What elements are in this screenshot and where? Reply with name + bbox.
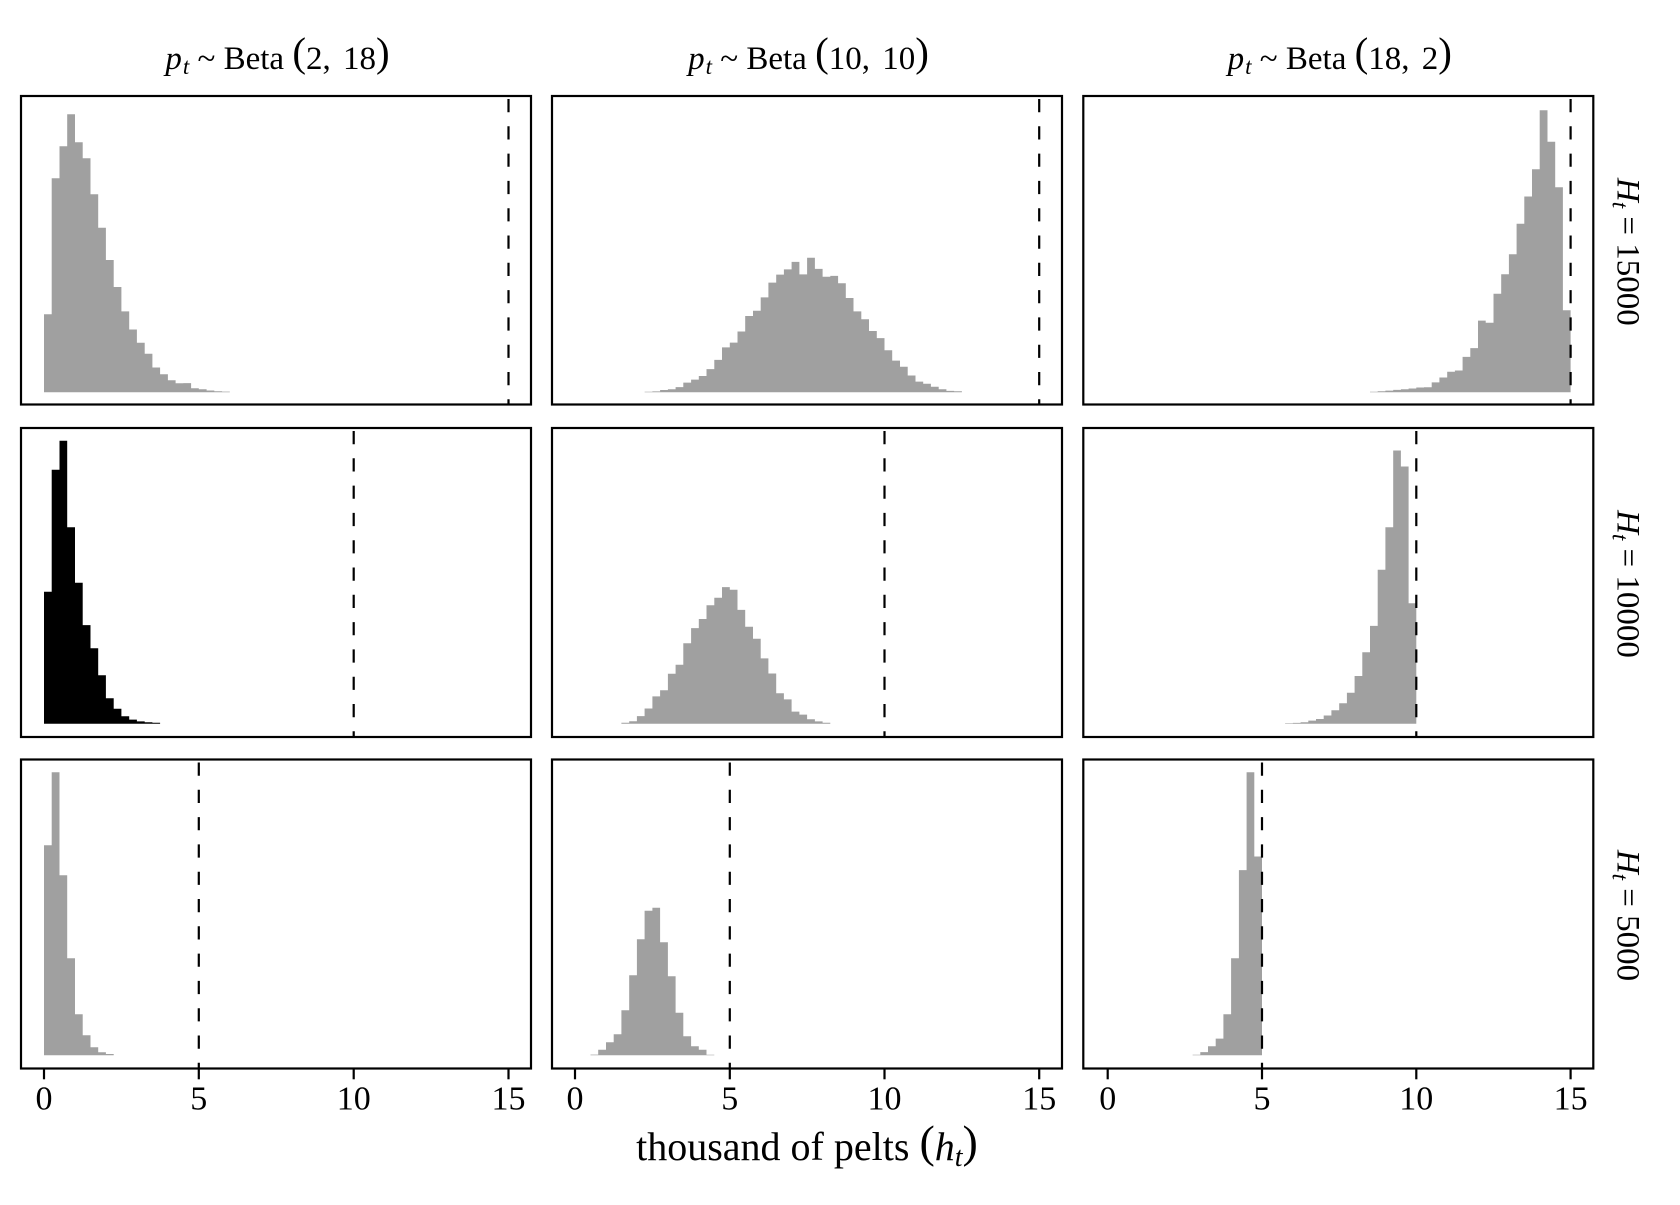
svg-text:Ht = 15000: Ht = 15000 bbox=[1608, 177, 1646, 326]
svg-text:0: 0 bbox=[36, 1081, 53, 1118]
svg-text:15: 15 bbox=[1554, 1081, 1588, 1118]
svg-text:pt ~ Beta (18, 2): pt ~ Beta (18, 2) bbox=[1226, 29, 1452, 79]
svg-text:Ht = 10000: Ht = 10000 bbox=[1608, 509, 1646, 658]
svg-text:10: 10 bbox=[868, 1081, 902, 1118]
svg-text:pt ~ Beta (10, 10): pt ~ Beta (10, 10) bbox=[686, 29, 929, 79]
svg-text:5: 5 bbox=[190, 1081, 207, 1118]
svg-text:10: 10 bbox=[1399, 1081, 1433, 1118]
svg-text:Ht = 5000: Ht = 5000 bbox=[1608, 849, 1646, 981]
svg-text:0: 0 bbox=[567, 1081, 584, 1118]
svg-text:10: 10 bbox=[337, 1081, 371, 1118]
svg-text:15: 15 bbox=[1022, 1081, 1056, 1118]
svg-text:5: 5 bbox=[721, 1081, 738, 1118]
svg-text:15: 15 bbox=[492, 1081, 526, 1118]
svg-text:pt ~ Beta (2, 18): pt ~ Beta (2, 18) bbox=[163, 29, 389, 79]
svg-text:0: 0 bbox=[1099, 1081, 1116, 1118]
svg-text:thousand of pelts (ht): thousand of pelts (ht) bbox=[636, 1116, 978, 1173]
svg-text:5: 5 bbox=[1254, 1081, 1271, 1118]
